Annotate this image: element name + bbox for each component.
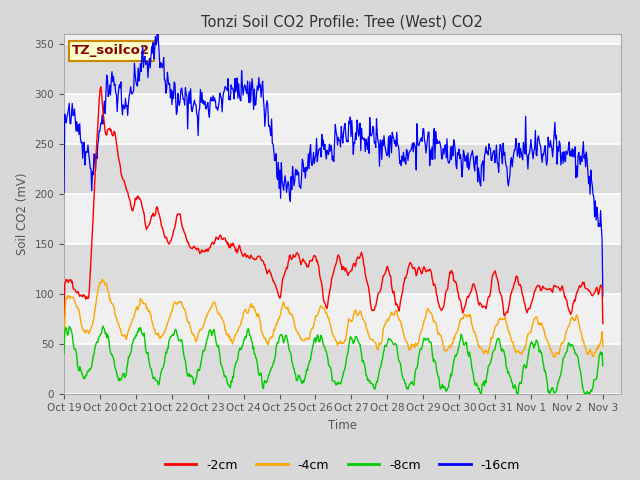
Bar <box>64 144 621 193</box>
Bar <box>64 94 621 144</box>
X-axis label: Time: Time <box>328 419 357 432</box>
Bar <box>64 243 621 294</box>
Bar <box>64 193 621 243</box>
Title: Tonzi Soil CO2 Profile: Tree (West) CO2: Tonzi Soil CO2 Profile: Tree (West) CO2 <box>202 15 483 30</box>
Legend: -2cm, -4cm, -8cm, -16cm: -2cm, -4cm, -8cm, -16cm <box>160 454 525 477</box>
Bar <box>64 344 621 394</box>
Text: TZ_soilco2: TZ_soilco2 <box>72 44 150 58</box>
Bar <box>64 294 621 344</box>
Bar <box>64 44 621 94</box>
Y-axis label: Soil CO2 (mV): Soil CO2 (mV) <box>16 172 29 255</box>
